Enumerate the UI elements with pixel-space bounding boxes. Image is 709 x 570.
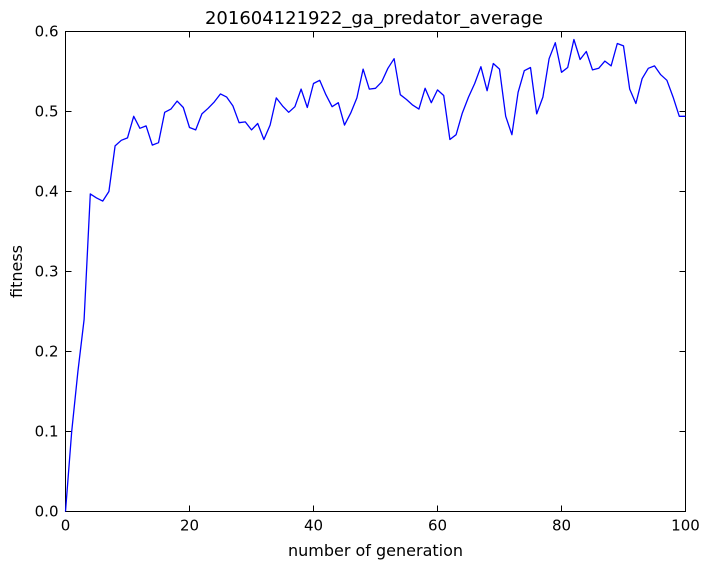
- axis-ticks: [65, 31, 686, 512]
- x-tick-label: 100: [671, 517, 700, 535]
- x-tick-label: 20: [180, 517, 199, 535]
- x-tick-label: 40: [304, 517, 323, 535]
- x-tick-label: 0: [61, 517, 71, 535]
- x-axis-label: number of generation: [288, 541, 463, 560]
- x-tick-label: 60: [428, 517, 447, 535]
- series-line-fitness: [64, 38, 686, 512]
- y-tick-label: 0.4: [35, 183, 59, 201]
- y-tick-label: 0.5: [35, 103, 59, 121]
- plot-frame: [65, 31, 686, 512]
- y-tick-label: 0.1: [35, 423, 59, 441]
- chart-title: 201604121922_ga_predator_average: [205, 8, 543, 29]
- y-tick-label: 0.0: [35, 503, 59, 521]
- axis-tick-labels: 0 20 40 60 80 100 0.0 0.1 0.2 0.3 0.4 0.5 0.6: [35, 23, 700, 535]
- y-axis-label: fitness: [7, 245, 26, 298]
- y-tick-label: 0.3: [35, 263, 59, 281]
- y-tick-label: 0.2: [35, 343, 59, 361]
- x-tick-label: 80: [552, 517, 571, 535]
- y-tick-label: 0.6: [35, 23, 59, 41]
